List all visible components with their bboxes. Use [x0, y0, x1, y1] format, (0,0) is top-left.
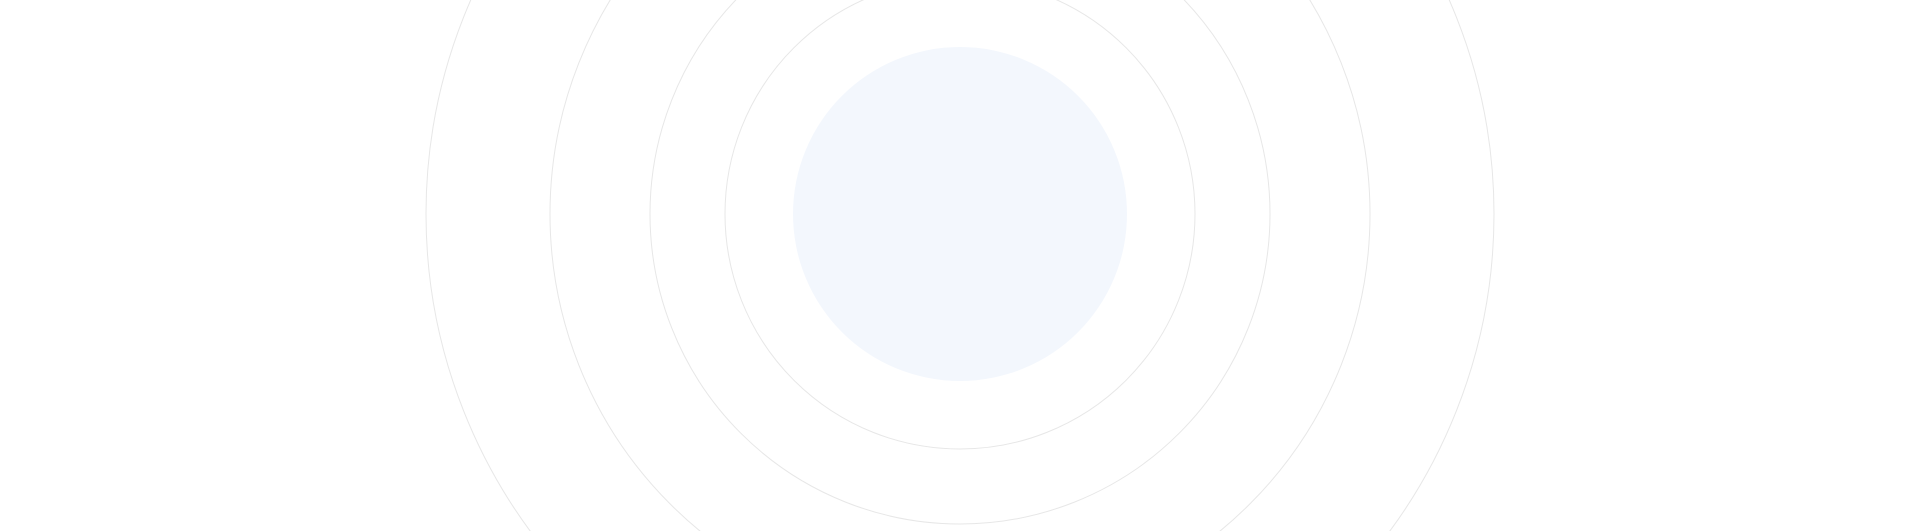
- ring-outer: [425, 0, 1495, 531]
- ring-4: [549, 0, 1371, 531]
- ring-2: [724, 0, 1196, 450]
- ring-3: [649, 0, 1271, 525]
- center-disc: [793, 47, 1127, 381]
